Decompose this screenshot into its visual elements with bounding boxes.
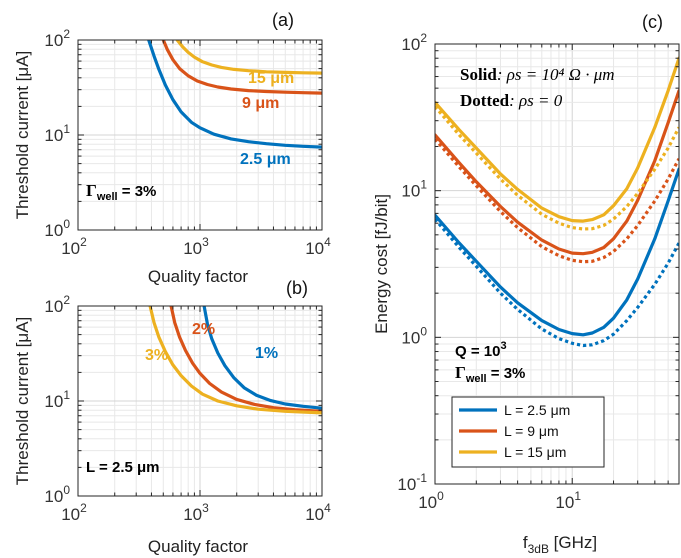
y-tick-label: 10-1 [397, 471, 427, 494]
series-group [147, 40, 322, 149]
series-line-yellow [148, 306, 322, 415]
series-label: 1% [255, 345, 278, 362]
legend-label: L = 2.5 μm [504, 402, 570, 418]
y-tick-label: 100 [401, 324, 427, 347]
y-tick-label: 100 [44, 217, 70, 240]
series-line-orange [161, 40, 322, 95]
series-group [148, 306, 322, 415]
series-line-blue-dotted [435, 218, 679, 348]
annotation-q: Q = 103 [455, 340, 507, 360]
series-line-blue [202, 306, 322, 410]
legend: L = 2.5 μm L = 9 μm L = 15 μm [451, 396, 605, 468]
series-line-blue-solid [435, 167, 679, 337]
y-tick-label: 100 [44, 483, 70, 506]
axes [434, 43, 680, 485]
x-tick-label: 102 [61, 235, 87, 258]
x-tick-label: 103 [183, 235, 209, 258]
x-tick-label: 102 [61, 501, 87, 524]
annotation-gamma: Γwell = 3% [455, 363, 525, 385]
x-tick-label: 100 [418, 489, 444, 512]
series-line-yellow [175, 40, 322, 75]
y-tick-label: 102 [401, 31, 427, 54]
grid [77, 305, 323, 497]
y-axis-label: Threshold current [μA] [13, 51, 32, 220]
y-tick-label: 101 [44, 122, 70, 145]
note-solid: Solid: ρs = 10⁴ Ω · μm [460, 65, 615, 84]
series-line-orange [169, 306, 322, 413]
axes [77, 39, 323, 231]
series-line-yellow-solid [435, 56, 679, 223]
series-label: 2.5 μm [240, 151, 291, 168]
y-tick-label: 102 [44, 27, 70, 50]
tick-labels: 102 103 104 100 101 102 [44, 293, 331, 524]
series-label: 9 μm [242, 95, 279, 112]
y-axis-label: Threshold current [μA] [13, 317, 32, 486]
y-tick-label: 102 [44, 293, 70, 316]
series-line-orange-dotted [435, 137, 679, 264]
y-tick-label: 101 [401, 178, 427, 201]
panel-b: 102 103 104 100 101 102 Quality factor Threshol… [13, 278, 331, 556]
series-label: 15 μm [248, 70, 294, 87]
y-axis-label: Energy cost [fJ/bit] [372, 194, 391, 334]
series-label: 2% [192, 321, 215, 338]
x-tick-label: 104 [305, 501, 331, 524]
panel-label: (a) [272, 10, 294, 30]
axes [77, 305, 323, 497]
x-tick-label: 104 [305, 235, 331, 258]
series-group [435, 56, 679, 348]
panel-label: (b) [286, 278, 308, 298]
x-tick-label: 101 [555, 489, 581, 512]
x-tick-label: 103 [183, 501, 209, 524]
legend-label: L = 15 μm [504, 444, 566, 460]
series-line-yellow-dotted [435, 105, 679, 231]
y-tick-label: 101 [44, 388, 70, 411]
note-dotted: Dotted: ρs = 0 [460, 91, 563, 110]
panel-a: 102 103 104 100 101 102 Quality factor Threshol… [13, 10, 331, 286]
series-line-blue [147, 40, 322, 149]
annotation-gamma: Γwell = 3% [86, 181, 156, 203]
series-label: 3% [145, 347, 168, 364]
panel-label: (c) [642, 12, 663, 32]
x-axis-label: Quality factor [148, 267, 248, 286]
annotation-length: L = 2.5 μm [86, 459, 160, 476]
legend-label: L = 9 μm [504, 423, 559, 439]
axes-frame [434, 43, 680, 485]
x-axis-label: Quality factor [148, 537, 248, 556]
tick-labels: 102 103 104 100 101 102 [44, 27, 331, 258]
x-axis-label: f3dB [GHz] [523, 533, 597, 556]
